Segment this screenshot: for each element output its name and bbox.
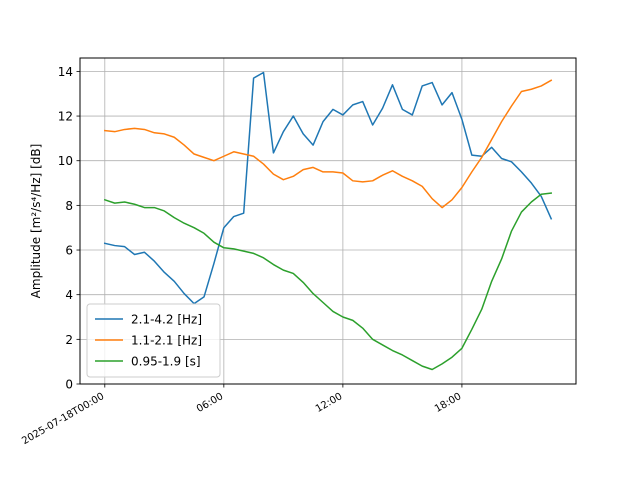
- y-tick-label: 2: [65, 333, 73, 347]
- plot-frame: [79, 57, 577, 385]
- y-tick-label: 6: [65, 244, 73, 258]
- y-tick-label: 14: [58, 65, 73, 79]
- legend-label: 1.1-2.1 [Hz]: [131, 334, 202, 348]
- series-lines: [103, 71, 553, 371]
- y-tick-label: 8: [65, 199, 73, 213]
- legend-label: 2.1-4.2 [Hz]: [131, 313, 202, 327]
- legend-label: 0.95-1.9 [s]: [131, 355, 201, 369]
- y-axis-label: Amplitude [m²/s⁴/Hz] [dB]: [29, 144, 43, 299]
- series-line-2: [103, 79, 553, 209]
- y-tick-label: 4: [65, 288, 73, 302]
- y-tick-label: 12: [58, 110, 73, 124]
- grid: [80, 58, 576, 385]
- legend: 2.1-4.2 [Hz] 1.1-2.1 [Hz] 0.95-1.9 [s]: [86, 303, 221, 378]
- y-tick-label: 10: [58, 154, 73, 168]
- y-tick-label: 0: [65, 378, 73, 392]
- legend-box: [86, 303, 221, 378]
- series-line-1: [103, 71, 553, 305]
- series-line-3: [103, 192, 553, 371]
